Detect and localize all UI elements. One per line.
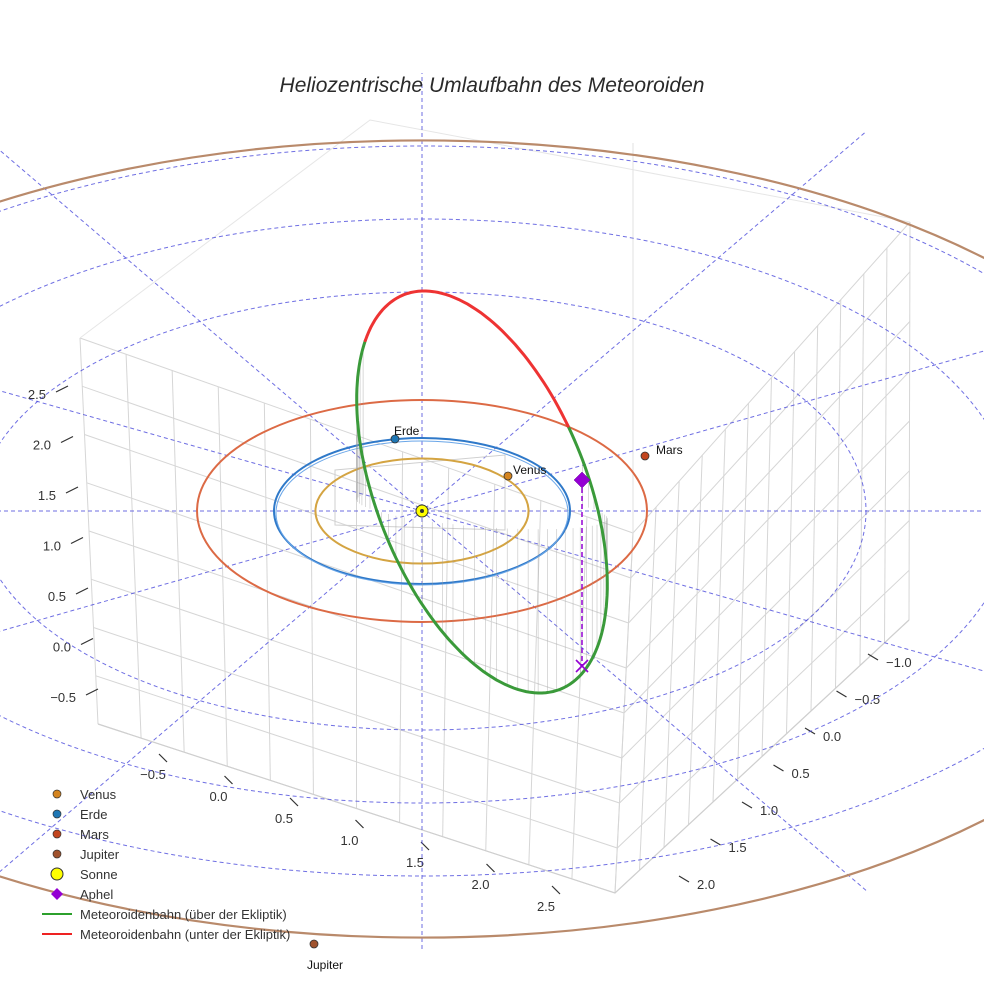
legend-item: Mars (40, 824, 290, 844)
z-tick-label: 1.0 (43, 539, 61, 554)
legend-item: Aphel (40, 884, 290, 904)
axis-grid (79, 119, 911, 894)
x-tick-label: −0.5 (855, 692, 881, 707)
y-tick-label: 0.5 (275, 811, 293, 826)
jupiter-marker (309, 939, 319, 949)
legend-item: Sonne (40, 864, 290, 884)
legend-dot (52, 809, 62, 819)
body-markers: Venus Erde Mars Jupiter (307, 424, 683, 972)
legend-symbol (51, 888, 63, 900)
orbit-mars (196, 399, 648, 623)
legend-label: Meteoroidenbahn (unter der Ekliptik) (80, 926, 291, 942)
legend-dot (52, 849, 62, 859)
z-tick-label: −0.5 (50, 690, 76, 705)
x-tick-label: −1.0 (886, 655, 912, 670)
legend-diamond (51, 888, 63, 900)
x-tick-label: 1.5 (729, 840, 747, 855)
legend-item: Venus (40, 784, 290, 804)
earth-label: Erde (394, 424, 420, 438)
legend-item: Erde (40, 804, 290, 824)
meteoroid-orbit-below (363, 289, 570, 428)
legend-item: Jupiter (40, 844, 290, 864)
mars-label: Mars (656, 443, 683, 457)
legend-label: Venus (80, 786, 117, 802)
axis-ticks: −1.0 −0.5 0.0 0.5 1.0 1.5 2.0 −0.5 0.0 0.5 1.0 1.5 2… (28, 385, 912, 914)
chart-title: Heliozentrische Umlaufbahn des Meteoroid… (279, 74, 705, 97)
earth-marker (390, 434, 400, 444)
legend-symbol (52, 849, 62, 859)
x-tick-label: 0.0 (823, 729, 841, 744)
orbit-venus (314, 457, 530, 565)
z-tick-label: 1.5 (38, 488, 56, 503)
z-tick-label: 0.5 (48, 589, 66, 604)
legend-label: Aphel (80, 886, 114, 902)
orbit-jupiter (0, 139, 984, 939)
z-tick-label: 2.0 (33, 438, 51, 453)
legend-item: Meteoroidenbahn (unter der Ekliptik) (40, 924, 290, 944)
legend-symbol (52, 829, 62, 839)
y-tick-label: 2.0 (471, 877, 489, 892)
venus-label: Venus (513, 463, 546, 477)
legend-label: Erde (80, 806, 108, 822)
legend-dot (50, 867, 64, 881)
legend-symbol (52, 789, 62, 799)
y-tick-label: 1.0 (340, 833, 358, 848)
aphel-projection-marker (575, 659, 589, 673)
legend-label: Mars (80, 826, 109, 842)
legend-dot (52, 789, 62, 799)
legend-label: Jupiter (80, 846, 120, 862)
legend-label: Meteoroidenbahn (über der Ekliptik) (80, 906, 287, 922)
sun-center (420, 509, 424, 513)
x-tick-label: 2.0 (697, 877, 715, 892)
venus-marker (503, 471, 513, 481)
legend-symbol (50, 867, 64, 881)
legend: Venus Erde Mars Jupiter Sonne Aphel Meteoroide… (40, 784, 290, 944)
legend-symbol (42, 933, 72, 935)
x-tick-label: 0.5 (792, 766, 810, 781)
jupiter-label: Jupiter (307, 958, 343, 972)
aphel-marker (573, 471, 591, 489)
legend-symbol (52, 809, 62, 819)
mars-marker (640, 451, 650, 461)
planet-orbits (0, 139, 984, 939)
y-tick-label: 1.5 (406, 855, 424, 870)
orbit-erde (273, 437, 571, 585)
legend-item: Meteoroidenbahn (über der Ekliptik) (40, 904, 290, 924)
orbit-erde-inner (275, 440, 569, 586)
legend-label: Sonne (80, 866, 118, 882)
legend-symbol (42, 913, 72, 915)
meteoroid-orbit-above (355, 339, 609, 695)
y-tick-label: −0.5 (140, 767, 166, 782)
z-tick-label: 0.0 (53, 640, 71, 655)
y-tick-label: 0.0 (209, 789, 227, 804)
legend-dot (52, 829, 62, 839)
x-tick-label: 1.0 (760, 803, 778, 818)
y-tick-label: 2.5 (537, 899, 555, 914)
meteoroid-orbit (355, 289, 609, 695)
